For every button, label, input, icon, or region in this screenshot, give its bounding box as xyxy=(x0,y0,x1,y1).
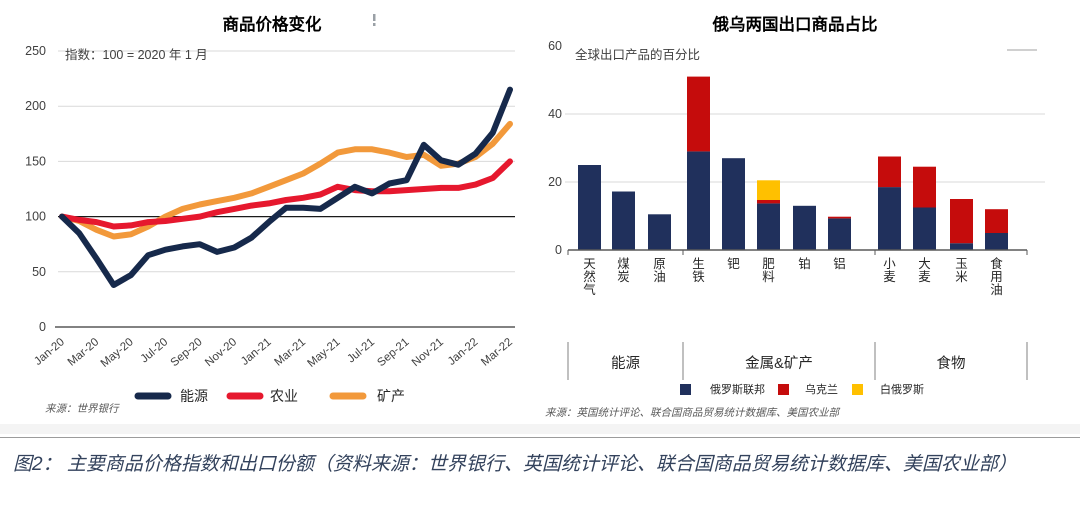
x-tick-label: Jan-21 xyxy=(239,336,274,368)
legend-swatch-俄罗斯联邦 xyxy=(680,384,691,395)
bar-segment-生铁-俄罗斯联邦 xyxy=(687,151,710,250)
legend-label: 农业 xyxy=(270,388,298,404)
group-label: 金属&矿产 xyxy=(745,355,813,372)
x-tick-label: Jan-22 xyxy=(446,336,481,368)
y-tick-label: 0 xyxy=(39,320,46,334)
category-label: 铝 xyxy=(833,256,846,271)
category-label: 玉米 xyxy=(955,257,968,284)
x-tick-label: Jan-20 xyxy=(32,336,67,368)
bar-segment-食用油-乌克兰 xyxy=(985,209,1008,233)
series-line-农业 xyxy=(59,158,513,230)
x-tick-label: Mar-21 xyxy=(273,336,309,369)
chart-title: 俄乌两国出口商品占比 xyxy=(712,14,878,34)
x-tick-label: Jul-20 xyxy=(139,336,171,365)
clipped-text-artifact xyxy=(373,14,376,21)
y-tick-label: 40 xyxy=(548,107,562,121)
chart-subtitle: 指数：100 = 2020 年 1 月 xyxy=(65,47,208,62)
export-share-bar-chart: 0204060天然气煤炭原油生铁钯 肥料铂铝小麦大麦玉米食用油能源 金属&矿产 食物俄… xyxy=(545,14,1045,419)
y-tick-label: 60 xyxy=(548,39,562,53)
legend-label: 俄罗斯联邦 xyxy=(710,383,765,396)
legend-swatch-白俄罗斯 xyxy=(852,384,863,395)
y-tick-label: 150 xyxy=(25,154,46,168)
category-label: 小麦 xyxy=(883,257,896,284)
category-label: 原油 xyxy=(653,257,666,284)
category-label: 大麦 xyxy=(918,257,931,284)
legend-label: 能源 xyxy=(180,388,208,404)
separator-band xyxy=(0,424,1080,434)
bar-segment-肥料-白俄罗斯 xyxy=(757,180,780,200)
category-label: 生铁 xyxy=(692,257,705,284)
bar-segment-生铁-乌克兰 xyxy=(687,76,710,152)
bar-segment-原油-俄罗斯联邦 xyxy=(648,214,671,250)
bar-segment-钯-俄罗斯联邦 xyxy=(722,158,745,250)
x-tick-label: Mar-20 xyxy=(66,336,102,369)
category-label: 钯 xyxy=(727,257,740,271)
chart-title: 商品价格变化 xyxy=(223,14,323,34)
x-tick-label: May-20 xyxy=(99,336,136,370)
figure-caption: 图2： 主要商品价格指数和出口份额（资料来源：世界银行、英国统计评论、联合国商品… xyxy=(13,454,1017,475)
x-tick-label: Nov-21 xyxy=(410,336,446,369)
x-tick-label: Sep-21 xyxy=(375,336,411,369)
bar-segment-玉米-俄罗斯联邦 xyxy=(950,243,973,250)
bar-segment-铝-乌克兰 xyxy=(828,216,851,219)
group-label: 能源 xyxy=(611,355,640,372)
bar-segment-天然气-俄罗斯联邦 xyxy=(578,165,601,250)
legend-label: 乌克兰 xyxy=(805,382,838,396)
x-tick-label: Mar-22 xyxy=(479,336,515,369)
bar-segment-肥料-乌克兰 xyxy=(757,200,780,204)
bar-segment-铝-俄罗斯联邦 xyxy=(828,218,851,250)
x-tick-label: Sep-20 xyxy=(169,336,205,369)
clipped-text-artifact xyxy=(373,23,376,26)
bar-segment-煤炭-俄罗斯联邦 xyxy=(612,191,635,250)
series-line-矿产 xyxy=(59,120,513,240)
category-label: 铂 xyxy=(798,256,811,271)
bar-segment-大麦-乌克兰 xyxy=(913,166,936,208)
bar-segment-小麦-俄罗斯联邦 xyxy=(878,187,901,250)
bar-segment-肥料-俄罗斯联邦 xyxy=(757,203,780,250)
category-label: 肥料 xyxy=(762,257,775,284)
y-tick-label: 0 xyxy=(555,243,562,257)
y-tick-label: 20 xyxy=(548,175,562,189)
bar-segment-大麦-俄罗斯联邦 xyxy=(913,207,936,250)
source-note: 来源：英国统计评论、联合国商品贸易统计数据库、美国农业部 xyxy=(545,407,840,419)
x-tick-label: Nov-20 xyxy=(203,336,239,369)
group-label: 食物 xyxy=(937,355,966,372)
category-label: 食用油 xyxy=(990,256,1003,297)
bar-segment-铂-俄罗斯联邦 xyxy=(793,205,816,250)
y-tick-label: 200 xyxy=(25,99,46,113)
chart-subtitle: 全球出口产品的百分比 xyxy=(575,47,700,62)
category-label: 煤炭 xyxy=(617,257,630,284)
x-tick-label: May-21 xyxy=(306,336,343,370)
source-note: 来源：世界银行 xyxy=(45,403,120,415)
y-tick-label: 100 xyxy=(25,210,46,224)
legend-swatch-乌克兰 xyxy=(778,384,789,395)
bar-segment-食用油-俄罗斯联邦 xyxy=(985,233,1008,250)
caption-divider xyxy=(0,437,1080,438)
y-tick-label: 50 xyxy=(32,265,46,279)
y-tick-label: 250 xyxy=(25,44,46,58)
category-label: 天然气 xyxy=(583,257,596,297)
bar-segment-小麦-乌克兰 xyxy=(878,156,901,188)
series-line-能源 xyxy=(59,86,513,288)
legend-label: 矿产 xyxy=(377,388,405,404)
legend-label: 白俄罗斯 xyxy=(880,382,924,396)
bar-segment-玉米-乌克兰 xyxy=(950,199,973,244)
x-tick-label: Jul-21 xyxy=(345,336,377,365)
